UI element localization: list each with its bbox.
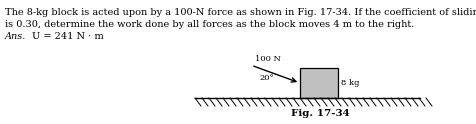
Text: Ans.: Ans. [5, 32, 26, 41]
Text: is 0.30, determine the work done by all forces as the block moves 4 m to the rig: is 0.30, determine the work done by all … [5, 20, 415, 29]
Text: 20°: 20° [259, 74, 274, 82]
Bar [300, 68, 338, 98]
Text: The 8-kg block is acted upon by a 100-N force as shown in Fig. 17-34. If the coe: The 8-kg block is acted upon by a 100-N … [5, 8, 476, 17]
Text: U = 241 N · m: U = 241 N · m [32, 32, 104, 41]
Text: 100 N: 100 N [255, 55, 281, 63]
Text: Fig. 17-34: Fig. 17-34 [291, 109, 349, 118]
Text: 8 kg: 8 kg [341, 79, 359, 87]
